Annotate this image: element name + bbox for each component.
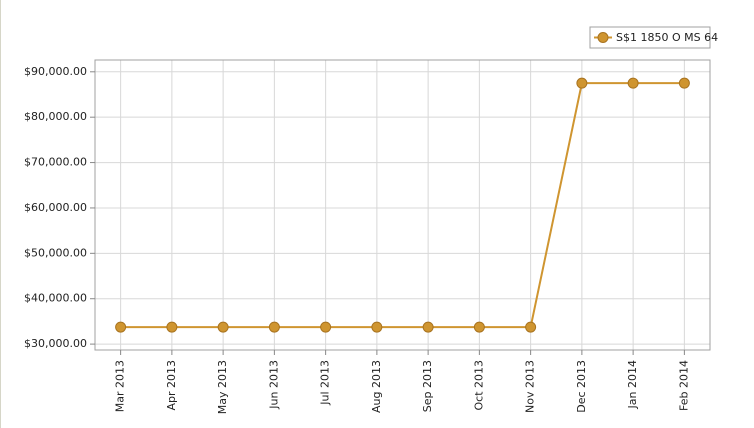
- y-tick-label: $40,000.00: [24, 292, 87, 305]
- x-tick-label: Aug 2013: [370, 360, 383, 413]
- x-tick-label: Dec 2013: [575, 360, 588, 413]
- data-line: [120, 82, 685, 329]
- data-point: [525, 321, 537, 333]
- x-tick-label: May 2013: [216, 360, 229, 414]
- data-point: [115, 321, 127, 333]
- y-tick-label: $50,000.00: [24, 246, 87, 259]
- data-point: [627, 77, 639, 89]
- y-tick-label: $90,000.00: [24, 65, 87, 78]
- data-point: [320, 321, 332, 333]
- y-tick-label: $70,000.00: [24, 156, 87, 169]
- data-point: [576, 77, 588, 89]
- data-point: [678, 77, 690, 89]
- x-tick-label: Feb 2014: [677, 360, 690, 411]
- plot-area: [94, 59, 711, 351]
- legend-box: [589, 26, 711, 49]
- y-tick-label: $60,000.00: [24, 201, 87, 214]
- data-point: [166, 321, 178, 333]
- x-tick-label: Sep 2013: [421, 360, 434, 412]
- data-point: [268, 321, 280, 333]
- legend-label: S$1 1850 O MS 64: [616, 31, 718, 44]
- x-tick-label: Nov 2013: [524, 360, 537, 413]
- y-tick-label: $30,000.00: [24, 337, 87, 350]
- x-tick-label: Oct 2013: [472, 360, 485, 411]
- x-tick-label: Mar 2013: [114, 360, 127, 412]
- legend-marker: [597, 32, 609, 43]
- x-tick-label: Apr 2013: [165, 360, 178, 411]
- data-point: [217, 321, 229, 333]
- data-point: [473, 321, 485, 333]
- data-point: [422, 321, 434, 333]
- y-tick-label: $80,000.00: [24, 110, 87, 123]
- grid: [95, 60, 710, 350]
- x-tick-label: Jan 2014: [626, 360, 639, 409]
- x-tick-label: Jun 2013: [267, 360, 280, 410]
- x-tick-label: Jul 2013: [319, 360, 332, 406]
- data-point: [371, 321, 383, 333]
